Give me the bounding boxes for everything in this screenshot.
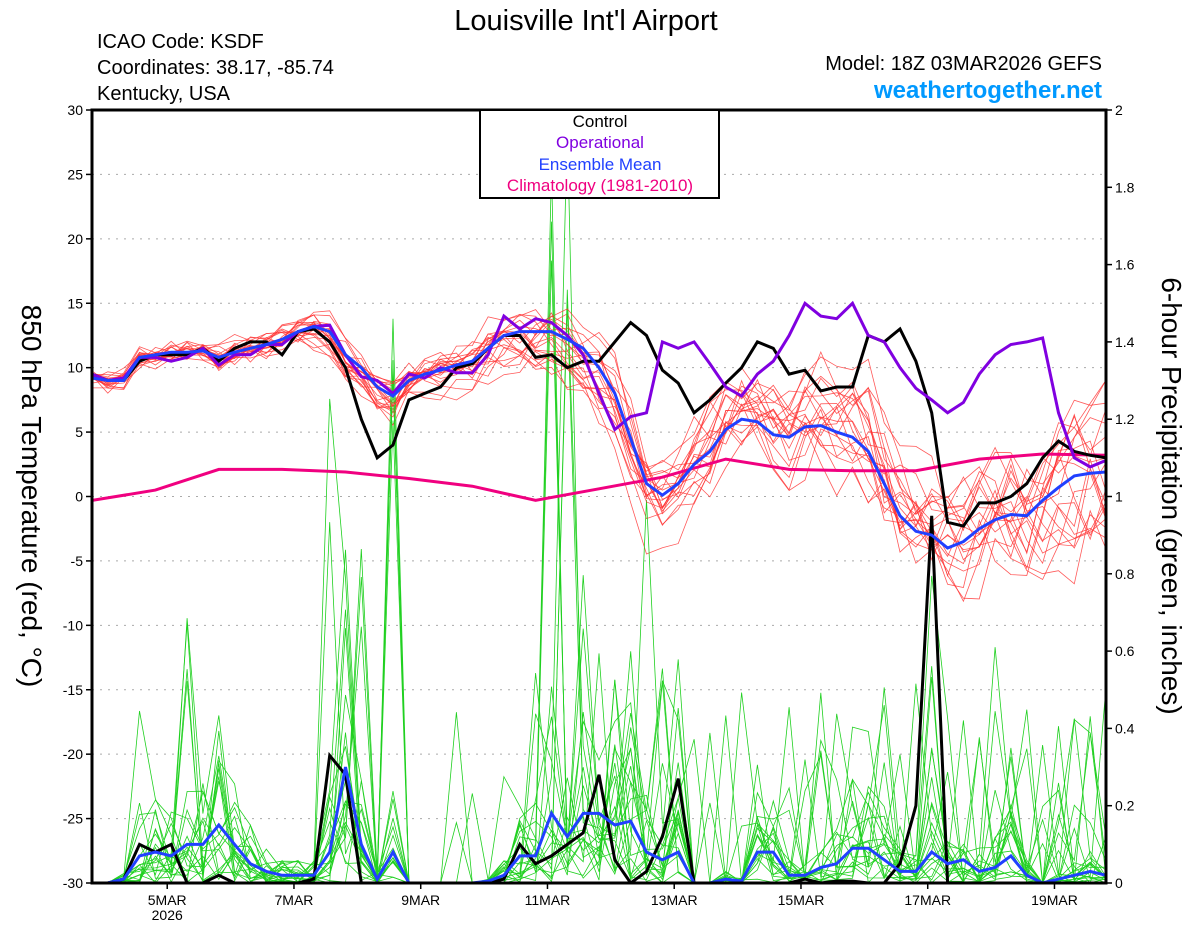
y2-tick-label: 1 bbox=[1115, 489, 1123, 505]
y2-tick-label: 0 bbox=[1115, 875, 1123, 891]
operational-temp-line bbox=[92, 300, 1106, 469]
precip-member-line bbox=[92, 686, 1106, 883]
temp-member-line bbox=[92, 308, 1106, 572]
x-tick-label: 13MAR bbox=[651, 892, 698, 908]
y-tick-label: -5 bbox=[71, 553, 84, 569]
climatology-line bbox=[92, 452, 1106, 502]
control-temp-line bbox=[92, 320, 1106, 528]
y-tick-label: -10 bbox=[63, 617, 83, 633]
precip-member-line bbox=[92, 575, 1106, 883]
chart-title: Louisville Int'l Airport bbox=[454, 5, 717, 37]
axis-ticks: 30 25 20 15 10 5 0 -5 -10 -15 -20 -25 -30 0 0.2 0.4 0.6 0… bbox=[63, 102, 1135, 923]
coordinates: Coordinates: 38.17, -85.74 bbox=[97, 57, 334, 79]
temp-member-line bbox=[92, 321, 1106, 534]
precip-member-line bbox=[92, 618, 1106, 883]
x-tick-label: 7MAR bbox=[275, 892, 314, 908]
y2-tick-label: 1.4 bbox=[1115, 334, 1135, 350]
legend: Control Operational Ensemble Mean Climat… bbox=[479, 109, 720, 199]
icao-code: ICAO Code: KSDF bbox=[97, 31, 264, 53]
y-tick-label: 10 bbox=[67, 360, 83, 376]
precip-member-line bbox=[92, 169, 1106, 883]
y-tick-label: 5 bbox=[75, 424, 83, 440]
precip-member-line bbox=[92, 398, 1106, 883]
legend-control: Control bbox=[573, 112, 628, 131]
control-precip-line bbox=[92, 515, 1106, 883]
y2-tick-label: 1.8 bbox=[1115, 179, 1135, 195]
legend-climatology: Climatology (1981-2010) bbox=[507, 176, 693, 195]
model-run: Model: 18Z 03MAR2026 GEFS bbox=[825, 53, 1102, 75]
temp-member-line bbox=[92, 327, 1106, 565]
y2-tick-label: 0.2 bbox=[1115, 798, 1135, 814]
y2-tick-label: 0.4 bbox=[1115, 720, 1135, 736]
y-tick-label: 15 bbox=[67, 295, 83, 311]
y-tick-label: -25 bbox=[63, 811, 83, 827]
y2-axis-label: 6-hour Precipitation (green, inches) bbox=[1156, 277, 1187, 714]
y-tick-label: -20 bbox=[63, 746, 83, 762]
y-tick-label: -30 bbox=[63, 875, 83, 891]
temp-member-line bbox=[92, 337, 1106, 578]
y2-tick-label: 2 bbox=[1115, 102, 1123, 118]
x-tick-label: 5MAR bbox=[148, 892, 187, 908]
legend-operational: Operational bbox=[556, 133, 644, 152]
y-tick-label: 25 bbox=[67, 166, 83, 182]
precip-member-line bbox=[92, 576, 1106, 883]
y-tick-label: 20 bbox=[67, 231, 83, 247]
mean-temp-line bbox=[92, 324, 1106, 550]
x-tick-label: 19MAR bbox=[1031, 892, 1078, 908]
y2-tick-label: 1.2 bbox=[1115, 411, 1135, 427]
x-tick-label: 9MAR bbox=[401, 892, 440, 908]
temp-member-line bbox=[92, 323, 1106, 554]
y-tick-label: -15 bbox=[63, 682, 83, 698]
precip-member-line bbox=[92, 289, 1106, 883]
precip-member-line bbox=[92, 360, 1106, 883]
temp-member-line bbox=[92, 313, 1106, 532]
mean-precip-line bbox=[92, 766, 1106, 883]
legend-ensemble-mean: Ensemble Mean bbox=[539, 155, 662, 174]
x-tick-label: 11MAR bbox=[525, 892, 571, 908]
gridlines bbox=[92, 173, 1106, 820]
x-tick-year: 2026 bbox=[152, 907, 183, 923]
y2-tick-label: 0.8 bbox=[1115, 566, 1135, 582]
y2-tick-label: 1.6 bbox=[1115, 257, 1135, 273]
x-tick-label: 15MAR bbox=[778, 892, 825, 908]
region: Kentucky, USA bbox=[97, 83, 231, 105]
site-link[interactable]: weathertogether.net bbox=[873, 77, 1102, 104]
temp-member-line bbox=[92, 313, 1106, 564]
y2-tick-label: 0.6 bbox=[1115, 643, 1135, 659]
y-tick-label: 30 bbox=[67, 102, 83, 118]
legend-box bbox=[479, 109, 720, 199]
main-series bbox=[92, 300, 1106, 883]
y-tick-label: 0 bbox=[75, 489, 83, 505]
y-axis-label: 850 hPa Temperature (red, °C) bbox=[16, 305, 47, 688]
precip-member-line bbox=[92, 373, 1106, 883]
x-tick-label: 17MAR bbox=[904, 892, 951, 908]
precip-member-line bbox=[92, 647, 1106, 883]
